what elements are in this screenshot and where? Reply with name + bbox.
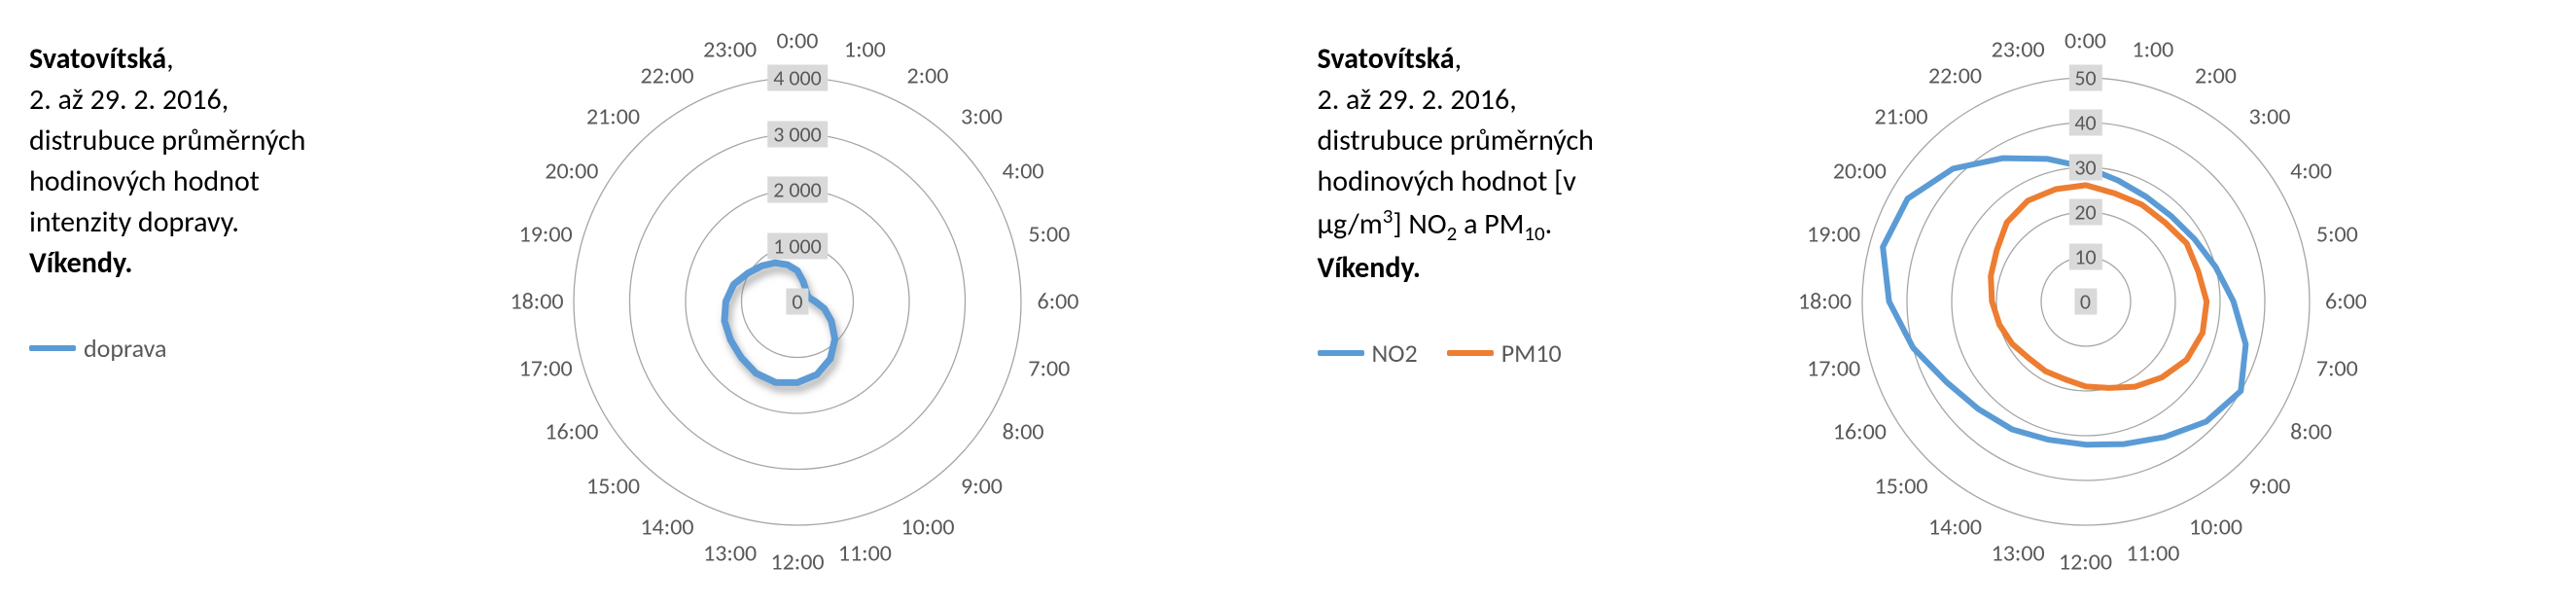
legend-pollution: NO2 PM10	[1318, 337, 1619, 369]
panel-traffic: Svatovítská, 2. až 29. 2. 2016, distrubu…	[0, 0, 1288, 600]
axis-tick-label: 0	[786, 289, 808, 315]
hour-label: 1:00	[2132, 36, 2173, 64]
hour-label: 17:00	[1807, 355, 1860, 383]
hour-label: 14:00	[640, 514, 693, 542]
caption-pollution: Svatovítská, 2. až 29. 2. 2016, distrubu…	[1318, 19, 1619, 581]
axis-tick-label: 10	[2068, 244, 2101, 270]
caption-weekend: Víkendy.	[29, 245, 132, 281]
legend-label-pm10: PM10	[1501, 337, 1562, 369]
hour-label: 12:00	[770, 549, 824, 577]
axis-tick-label: 30	[2068, 155, 2101, 181]
caption-traffic: Svatovítská, 2. až 29. 2. 2016, distrubu…	[29, 19, 331, 581]
legend-label-doprava: doprava	[84, 333, 166, 364]
axis-tick-label: 4 000	[767, 65, 828, 91]
hour-label: 8:00	[2290, 418, 2332, 446]
legend-item-no2: NO2	[1318, 337, 1418, 369]
hour-label: 3:00	[961, 103, 1003, 131]
caption-body: 2. až 29. 2. 2016, distrubuce průměrných…	[29, 82, 305, 240]
hour-label: 2:00	[2195, 61, 2237, 89]
caption-weekend-2: Víkendy.	[1318, 250, 1421, 286]
legend-swatch-pm10	[1447, 350, 1494, 356]
hour-label: 4:00	[2290, 158, 2332, 186]
legend-traffic: doprava	[29, 333, 331, 364]
hour-label: 15:00	[586, 472, 640, 500]
hour-label: 12:00	[2059, 549, 2112, 577]
hour-label: 8:00	[1003, 418, 1044, 446]
hour-label: 14:00	[1928, 514, 1982, 542]
hour-label: 9:00	[2249, 472, 2291, 500]
hour-label: 1:00	[844, 36, 886, 64]
axis-tick-label: 40	[2068, 110, 2101, 136]
hour-label: 18:00	[510, 288, 563, 316]
axis-tick-label: 1 000	[767, 232, 828, 259]
legend-label-no2: NO2	[1372, 337, 1418, 369]
axis-tick-label: 0	[2074, 289, 2097, 315]
hour-label: 23:00	[703, 36, 757, 64]
hour-label: 9:00	[961, 472, 1003, 500]
hour-label: 23:00	[1992, 36, 2045, 64]
axis-tick-label: 50	[2068, 65, 2101, 91]
hour-label: 13:00	[1992, 539, 2045, 567]
hour-label: 10:00	[2189, 514, 2242, 542]
hour-label: 17:00	[519, 355, 573, 383]
hour-label: 20:00	[1833, 158, 1887, 186]
hour-label: 19:00	[1807, 220, 1860, 248]
hour-label: 13:00	[703, 539, 757, 567]
hour-label: 5:00	[2316, 220, 2358, 248]
caption-comma: ,	[166, 41, 174, 77]
hour-label: 6:00	[2325, 288, 2367, 316]
hour-label: 7:00	[2316, 355, 2358, 383]
hour-label: 21:00	[586, 103, 640, 131]
legend-item-doprava: doprava	[29, 333, 166, 364]
hour-label: 22:00	[640, 61, 693, 89]
hour-label: 6:00	[1038, 288, 1079, 316]
axis-tick-label: 3 000	[767, 121, 828, 147]
hour-label: 18:00	[1798, 288, 1852, 316]
radar-chart-traffic: 0:00 1:00 2:00 3:004:00 5:00 6:00 7:00 8:009:00…	[331, 19, 1259, 581]
caption-comma-2: ,	[1455, 41, 1463, 77]
legend-swatch-doprava	[29, 345, 76, 351]
hour-label: 22:00	[1928, 61, 1982, 89]
hour-label: 11:00	[838, 539, 892, 567]
panel-pollution: Svatovítská, 2. až 29. 2. 2016, distrubu…	[1288, 0, 2576, 600]
hour-label: 0:00	[2064, 27, 2106, 55]
hour-label: 21:00	[1874, 103, 1927, 131]
caption-text: Svatovítská, 2. až 29. 2. 2016, distrubu…	[29, 39, 331, 284]
axis-tick-label: 2 000	[767, 177, 828, 203]
hour-label: 3:00	[2249, 103, 2291, 131]
hour-label: 2:00	[907, 61, 949, 89]
caption-title-bold-2: Svatovítská	[1318, 41, 1455, 77]
hour-label: 4:00	[1003, 158, 1044, 186]
legend-item-pm10: PM10	[1447, 337, 1562, 369]
caption-text-2: Svatovítská, 2. až 29. 2. 2016, distrubu…	[1318, 39, 1619, 289]
hour-label: 0:00	[777, 27, 819, 55]
hour-label: 5:00	[1028, 220, 1070, 248]
hour-label: 15:00	[1874, 472, 1927, 500]
hour-label: 16:00	[545, 418, 598, 446]
radar-chart-pollution: 0:00 1:00 2:00 3:00 4:00 5:00 6:00 7:00 8:00 9:00…	[1619, 19, 2548, 581]
caption-body-2: 2. až 29. 2. 2016, distrubuce průměrných…	[1318, 82, 1594, 242]
hour-label: 7:00	[1028, 355, 1070, 383]
hour-label: 10:00	[900, 514, 954, 542]
hour-label: 20:00	[545, 158, 598, 186]
hour-label: 19:00	[519, 220, 573, 248]
legend-swatch-no2	[1318, 350, 1364, 356]
axis-tick-label: 20	[2068, 199, 2101, 226]
caption-title-bold: Svatovítská	[29, 41, 166, 77]
hour-label: 11:00	[2126, 539, 2179, 567]
hour-label: 16:00	[1833, 418, 1887, 446]
